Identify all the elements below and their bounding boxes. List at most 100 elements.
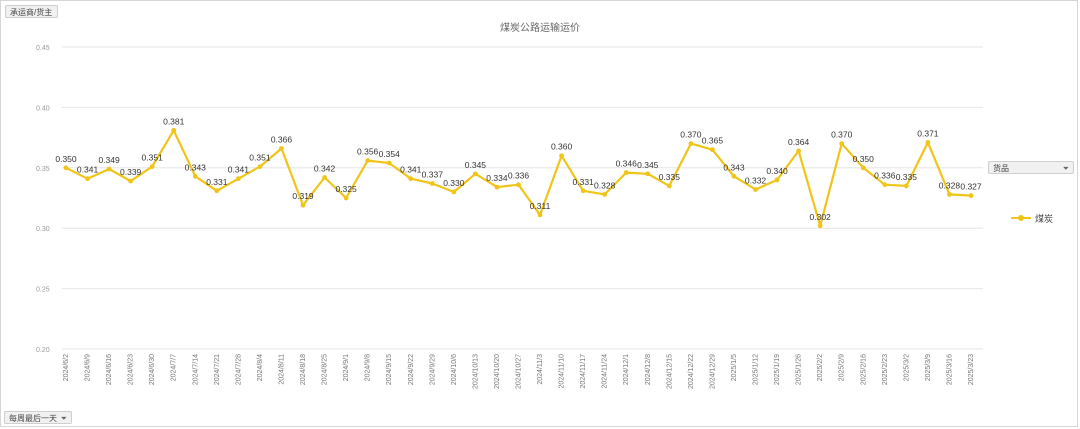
data-point [473,171,478,177]
data-label: 0.350 [853,154,875,164]
data-label: 0.350 [55,154,77,164]
data-point [451,189,457,195]
data-label: 0.332 [745,176,767,186]
data-label: 0.370 [831,130,853,140]
x-tick-label: 2024/9/29 [429,354,436,385]
data-point [839,141,845,147]
x-tick-label: 2025/1/5 [731,354,738,381]
data-point [602,191,608,197]
data-label: 0.336 [874,171,896,181]
data-label: 0.345 [637,160,659,170]
data-label: 0.343 [723,162,745,172]
data-label: 0.381 [163,116,185,126]
data-point [365,158,371,163]
x-tick-label: 2024/6/2 [63,354,70,381]
data-label: 0.311 [530,201,551,211]
data-label: 0.339 [120,167,142,177]
data-point [774,177,780,183]
data-label: 0.351 [142,153,164,163]
x-tick-label: 2024/10/13 [472,354,479,389]
data-point [753,187,758,192]
x-tick-label: 2024/12/15 [666,354,673,389]
data-label: 0.342 [314,163,336,173]
data-label: 0.337 [422,170,444,180]
data-point [408,176,414,182]
x-tick-label: 2024/9/22 [408,354,415,385]
x-tick-label: 2025/1/26 [796,354,803,385]
filter-icon: ⏷ [1062,164,1069,173]
x-tick-label: 2025/2/16 [860,354,867,385]
data-point [171,127,177,133]
data-label: 0.328 [939,180,961,190]
data-point [85,176,90,182]
x-tick-label: 2024/8/4 [257,354,264,381]
data-point [214,188,220,194]
data-point [796,148,802,154]
x-tick-label: 2025/3/23 [968,354,975,385]
week-filter-label: 每周最后一天 [9,414,57,423]
data-point [300,202,306,208]
x-tick-label: 2025/2/2 [817,354,824,381]
y-tick-label: 0.25 [36,287,50,294]
y-tick-label: 0.40 [36,105,50,112]
data-label: 0.341 [400,165,422,175]
data-label: 0.371 [917,128,939,138]
data-point [731,173,737,179]
data-label: 0.345 [465,160,487,170]
data-point [257,164,263,169]
data-label: 0.327 [960,182,982,192]
x-tick-label: 2025/1/19 [774,354,781,385]
data-point [106,166,112,172]
data-label: 0.365 [702,136,724,146]
data-label: 0.328 [594,180,616,190]
x-tick-label: 2024/7/7 [171,354,178,381]
x-tick-label: 2024/9/15 [386,354,393,385]
y-tick-label: 0.20 [36,347,50,354]
data-label: 0.356 [357,147,379,157]
y-tick-label: 0.35 [36,166,50,173]
carrier-filter-pill[interactable]: 承运商/货主 [5,5,58,18]
x-tick-label: 2024/7/14 [192,354,199,385]
data-point [968,193,974,198]
data-label: 0.340 [766,166,788,176]
data-point [235,176,241,182]
data-point [817,223,823,229]
data-point [537,212,543,218]
data-label: 0.341 [77,165,99,175]
x-tick-label: 2024/6/9 [85,354,92,381]
data-label: 0.336 [508,171,530,181]
x-tick-label: 2024/10/6 [451,354,458,385]
chart-title: 煤炭公路运输运价 [500,21,580,34]
x-tick-label: 2024/12/22 [688,354,695,389]
data-label: 0.331 [573,177,595,187]
data-label: 0.364 [788,137,810,147]
x-tick-label: 2024/6/23 [128,354,135,385]
data-label: 0.349 [98,155,120,165]
x-tick-label: 2024/9/1 [343,354,350,381]
goods-filter-pill[interactable]: 货品 ⏷ [988,161,1074,174]
x-tick-label: 2024/10/20 [494,354,501,389]
data-label: 0.330 [443,178,465,188]
legend-label: 煤炭 [1035,213,1054,224]
data-point [516,182,521,188]
x-tick-label: 2025/1/12 [753,354,760,385]
x-tick-label: 2025/3/9 [925,354,932,381]
data-label: 0.319 [292,191,314,201]
data-label: 0.335 [659,172,681,182]
data-point [580,188,586,194]
week-filter-pill[interactable]: 每周最后一天 ⏷ [4,411,72,424]
data-point [322,175,327,180]
data-point [343,195,349,201]
x-tick-label: 2024/10/27 [516,354,523,389]
x-tick-label: 2024/8/25 [322,354,329,385]
data-point [860,165,866,171]
data-label: 0.370 [680,130,702,140]
legend[interactable]: 煤炭 [1011,211,1053,225]
data-point [149,164,155,169]
data-point [63,165,69,171]
data-point [279,146,284,151]
x-tick-label: 2024/11/24 [602,354,609,389]
x-tick-label: 2025/2/9 [839,354,846,381]
